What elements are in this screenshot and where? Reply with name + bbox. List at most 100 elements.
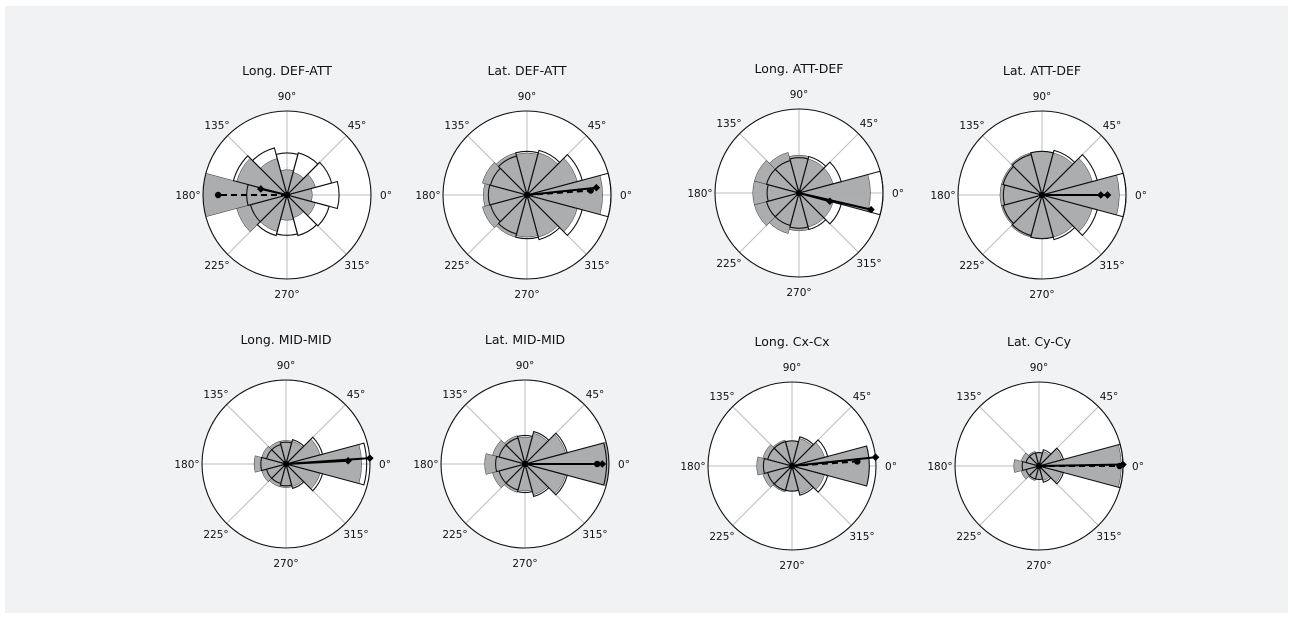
filled-wedge [253,455,287,473]
outline-wedge [1002,165,1044,197]
outline-wedge [765,168,801,195]
polar-frame [707,381,877,551]
outline-wedge [797,155,827,195]
outline-wedge [523,462,568,496]
filled-wedge [768,192,800,234]
outline-wedge [284,436,324,466]
center-point [1035,462,1043,470]
angle-tick-label: 225° [203,529,228,541]
outline-wedge [285,193,330,227]
subplot-title: Lat. DEF-ATT [487,63,566,78]
subplot-title: Long. ATT-DEF [755,61,844,76]
outline-wedge [525,153,583,197]
angle-tick-label: 315° [582,529,607,541]
angle-tick-label: 90° [277,360,296,372]
angle-tick-label: 225° [204,260,229,272]
angle-tick-label: 135° [204,120,229,132]
angle-tick-label: 0° [1135,190,1147,202]
angle-tick-label: 90° [518,91,537,103]
angle-tick-label: 45° [348,120,367,132]
mean-vector-marker [592,183,601,192]
polar-subplot: 0° 45° 90° 135° 180° 225° 270° 315° Long. MID-MI… [174,332,391,570]
filled-wedge [482,161,528,196]
angle-tick-label: 270° [274,289,299,301]
outline-wedge [284,438,305,466]
center-point [523,191,531,199]
angle-tick-label: 0° [620,190,632,202]
angle-tick-label: 225° [956,531,981,543]
outline-wedge [515,150,539,198]
outline-wedge [790,436,815,468]
outline-wedge [1037,464,1065,485]
angle-tick-label: 0° [885,461,897,473]
angle-tick-label: 135° [959,120,984,132]
outline-wedge [1030,150,1054,198]
angle-tick-label: 270° [779,560,804,572]
center-point [795,189,803,197]
angle-tick-label: 180° [174,459,199,471]
outline-wedge [790,464,829,493]
outline-wedge [1040,149,1076,197]
mean-vector [260,187,288,196]
center-point [1038,191,1046,199]
polar-subplot: 0° 45° 90° 135° 180° 225° 270° 315° Lat. ATT-DEF [930,63,1147,301]
outline-wedge [495,455,528,473]
outline-wedge [285,152,319,197]
filled-wedge [754,192,800,227]
outline-wedge [1040,153,1098,197]
angle-tick-label: 90° [516,360,535,372]
outline-wedge [279,441,293,467]
polar-subplot: 0° 45° 90° 135° 180° 225° 270° 315° Long. DEF-AT… [175,63,392,301]
mean-vector-marker [257,185,265,193]
angle-tick-label: 270° [1026,560,1051,572]
angle-tick-label: 135° [709,391,734,403]
outline-wedge [232,155,289,197]
polar-frame [442,110,612,280]
polar-frame [957,110,1127,280]
outline-wedge [523,432,568,466]
subplot-title: Long. DEF-ATT [242,63,332,78]
angle-tick-label: 270° [512,558,537,570]
mean-vector-marker [871,453,880,462]
angle-tick-label: 45° [860,118,879,130]
polar-frame [202,110,372,280]
outline-wedge [256,193,289,237]
outline-wedge [790,439,829,468]
angle-tick-label: 90° [1030,362,1049,374]
mean-vector [526,186,597,196]
angle-tick-label: 45° [588,120,607,132]
outline-wedge [516,434,534,467]
angle-tick-label: 45° [347,389,366,401]
outline-wedge [762,457,795,475]
polar-subplot: 0° 45° 90° 135° 180° 225° 270° 315° Long. Cx-Cx [680,334,897,572]
figure-canvas: 0° 45° 90° 135° 180° 225° 270° 315° Long. DEF-AT… [5,6,1288,613]
polar-frame [714,108,884,278]
mean-vector-marker [1103,191,1112,199]
mean-vector [791,456,876,467]
polar-subplot: 0° 45° 90° 135° 180° 225° 270° 315° Long. ATT-DE… [687,61,904,299]
polar-chart-grid: 0° 45° 90° 135° 180° 225° 270° 315° Long. DEF-AT… [174,61,1147,572]
mean-vector [798,192,872,211]
subplot-title: Lat. ATT-DEF [1003,63,1081,78]
filled-wedge [762,465,793,488]
angle-tick-label: 90° [278,91,297,103]
angle-tick-label: 135° [444,120,469,132]
angle-tick-label: 315° [856,258,881,270]
filled-wedge [482,194,528,229]
outline-wedge [284,180,340,210]
angle-tick-label: 225° [444,260,469,272]
angle-tick-label: 180° [413,459,438,471]
angle-tick-label: 270° [514,289,539,301]
angle-tick-label: 225° [442,529,467,541]
polar-subplot: 0° 45° 90° 135° 180° 225° 270° 315° Lat. Cy-Cy [927,334,1144,572]
angle-tick-label: 45° [1100,391,1119,403]
angle-tick-label: 45° [1103,120,1122,132]
angle-tick-label: 45° [853,391,872,403]
outline-wedge [525,193,583,237]
angle-tick-label: 225° [716,258,741,270]
angle-tick-label: 180° [680,461,705,473]
angle-tick-label: 315° [584,260,609,272]
outline-wedge [525,149,561,197]
center-point [282,460,290,468]
angle-tick-label: 135° [203,389,228,401]
